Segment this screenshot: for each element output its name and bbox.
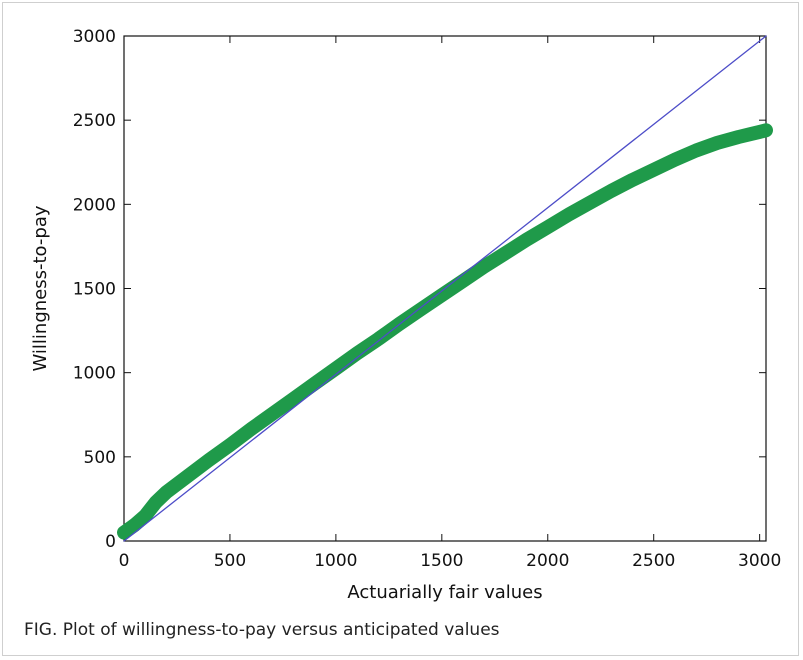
figure-caption: FIG. Plot of willingness-to-pay versus a… [24, 620, 500, 640]
x-tick-label: 2000 [526, 551, 569, 571]
y-tick-label: 0 [105, 532, 116, 552]
x-tick-label: 0 [119, 551, 130, 571]
y-tick-label: 500 [84, 448, 116, 468]
x-axis-label: Actuarially fair values [347, 582, 542, 603]
y-tick-label: 2000 [73, 195, 116, 215]
y-tick-label: 1000 [73, 364, 116, 384]
y-tick-label: 2500 [73, 111, 116, 131]
x-tick-label: 3000 [738, 551, 781, 571]
x-tick-label: 1000 [314, 551, 357, 571]
y-tick-label: 3000 [73, 27, 116, 47]
chart: 0 500 1000 1500 2000 2500 3000 0 500 1000 1500 2000… [0, 0, 803, 615]
x-tick-label: 2500 [632, 551, 675, 571]
willingness-to-pay-curve [124, 130, 766, 532]
y-axis-label: Willingness-to-pay [30, 205, 51, 371]
x-tick-label: 1500 [420, 551, 463, 571]
y-tick-label: 1500 [73, 280, 116, 300]
reference-diagonal-line [124, 36, 766, 541]
x-tick-label: 500 [214, 551, 246, 571]
